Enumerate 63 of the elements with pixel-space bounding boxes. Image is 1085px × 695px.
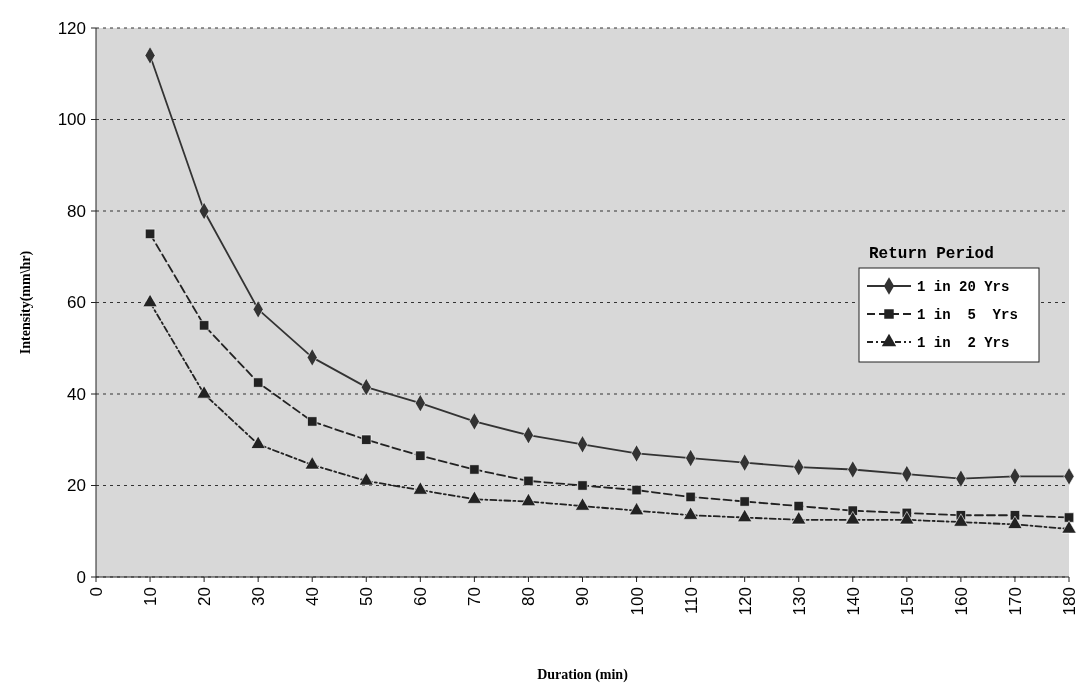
y-axis-title: Intensity(mm\hr)	[18, 250, 34, 355]
point	[1063, 512, 1075, 523]
x-tick-label: 160	[951, 587, 971, 616]
point	[899, 511, 915, 525]
y-tick-label: 20	[67, 476, 86, 496]
point	[196, 385, 212, 399]
point	[358, 472, 374, 486]
x-axis-title: Duration (min)	[537, 667, 629, 683]
point	[199, 320, 210, 331]
y-tick-label: 80	[67, 201, 86, 221]
point	[737, 508, 753, 522]
point	[304, 456, 320, 470]
legend-title: Return Period	[869, 245, 994, 263]
y-tick-label: 120	[57, 18, 86, 38]
x-tick-label: 120	[735, 587, 755, 616]
point	[520, 492, 536, 506]
x-tick-label: 110	[681, 587, 701, 615]
x-tick-label: 0	[86, 587, 106, 597]
x-tick-label: 150	[897, 587, 917, 616]
point	[1007, 515, 1023, 529]
point	[845, 511, 861, 525]
point	[631, 485, 642, 496]
x-tick-label: 90	[573, 587, 593, 606]
point	[791, 511, 807, 525]
point	[629, 502, 645, 516]
x-tick-label: 130	[789, 587, 809, 616]
x-tick-label: 50	[357, 587, 377, 606]
point	[469, 464, 480, 475]
point	[412, 481, 428, 495]
point	[415, 450, 426, 461]
point	[307, 416, 318, 427]
point	[145, 228, 156, 239]
x-tick-label: 140	[843, 587, 863, 616]
point	[793, 501, 804, 512]
point	[683, 506, 699, 520]
point	[577, 480, 588, 491]
point	[253, 377, 264, 388]
x-tick-label: 60	[411, 587, 431, 606]
x-tick-label: 40	[303, 587, 323, 606]
point	[250, 435, 266, 449]
y-tick-label: 60	[67, 293, 86, 313]
x-tick-label: 30	[249, 587, 269, 606]
point	[523, 475, 534, 486]
y-tick-label: 100	[57, 110, 86, 130]
legend-label: 1 in 20 Yrs	[917, 278, 1010, 295]
y-tick-label: 0	[76, 567, 86, 587]
point	[953, 513, 969, 527]
x-tick-label: 70	[465, 587, 485, 606]
point	[574, 497, 591, 511]
point	[466, 490, 482, 504]
x-tick-label: 170	[1005, 587, 1025, 616]
x-tick-label: 180	[1059, 587, 1079, 616]
point	[361, 434, 372, 445]
x-tick-label: 20	[195, 587, 215, 606]
point	[685, 491, 696, 502]
x-tick-label: 80	[519, 587, 539, 606]
point	[739, 496, 750, 507]
legend-label: 1 in 2 Yrs	[917, 334, 1010, 351]
legend-label: 1 in 5 Yrs	[917, 306, 1018, 323]
x-tick-label: 100	[627, 587, 647, 616]
point	[1061, 520, 1077, 534]
y-tick-label: 40	[67, 384, 86, 404]
x-tick-label: 10	[141, 587, 161, 606]
